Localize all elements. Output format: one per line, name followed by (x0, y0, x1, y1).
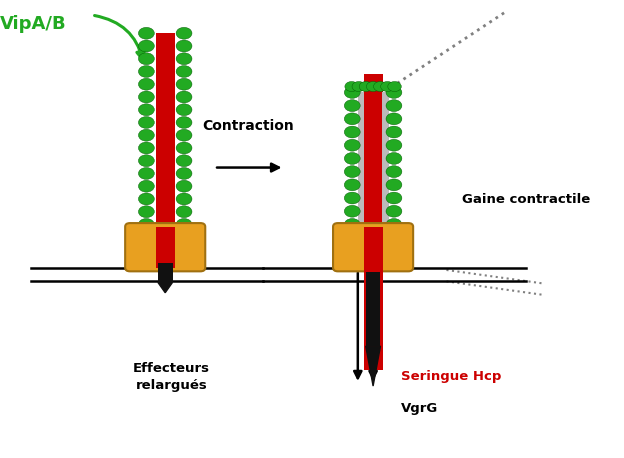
Circle shape (345, 82, 358, 92)
Circle shape (176, 142, 192, 154)
Text: Seringue Hcp: Seringue Hcp (401, 371, 501, 383)
Circle shape (176, 104, 192, 116)
Circle shape (176, 116, 192, 128)
Circle shape (139, 104, 154, 116)
Circle shape (344, 205, 360, 217)
Bar (364, 267, 383, 370)
Circle shape (386, 153, 402, 164)
Circle shape (386, 139, 402, 151)
Circle shape (344, 113, 360, 125)
Bar (158, 263, 173, 283)
Circle shape (176, 78, 192, 90)
Text: Effecteurs
relargués: Effecteurs relargués (133, 362, 210, 392)
FancyBboxPatch shape (125, 223, 205, 271)
Circle shape (176, 180, 192, 192)
FancyBboxPatch shape (333, 223, 413, 271)
Circle shape (176, 155, 192, 167)
Circle shape (139, 78, 154, 90)
Polygon shape (158, 283, 173, 293)
Bar (366, 272, 381, 346)
Circle shape (344, 218, 360, 230)
Circle shape (344, 166, 360, 178)
Circle shape (381, 82, 394, 92)
Circle shape (386, 218, 402, 230)
Circle shape (386, 126, 402, 138)
Circle shape (352, 82, 366, 92)
Circle shape (344, 192, 360, 204)
Circle shape (139, 206, 154, 218)
Text: Contraction: Contraction (202, 120, 294, 133)
Circle shape (359, 82, 373, 92)
Circle shape (139, 53, 154, 65)
Circle shape (344, 179, 360, 191)
Circle shape (176, 65, 192, 77)
Bar (364, 227, 383, 267)
Bar (156, 33, 175, 224)
Circle shape (344, 126, 360, 138)
Circle shape (386, 100, 402, 112)
Circle shape (139, 91, 154, 103)
Bar (364, 74, 383, 267)
Circle shape (344, 100, 360, 112)
Circle shape (139, 116, 154, 128)
Bar (382, 93, 389, 224)
Circle shape (139, 27, 154, 39)
Circle shape (386, 87, 402, 98)
Bar (364, 74, 383, 93)
Circle shape (176, 193, 192, 205)
Text: Gaine contractile: Gaine contractile (462, 193, 590, 206)
Circle shape (176, 53, 192, 65)
Circle shape (139, 168, 154, 180)
Circle shape (139, 40, 154, 52)
Circle shape (176, 91, 192, 103)
Bar (156, 227, 175, 267)
Circle shape (139, 218, 154, 230)
Circle shape (139, 155, 154, 167)
Circle shape (139, 129, 154, 141)
Circle shape (366, 82, 380, 92)
Circle shape (386, 192, 402, 204)
Circle shape (139, 65, 154, 77)
Circle shape (176, 206, 192, 218)
Circle shape (374, 82, 387, 92)
Text: VgrG: VgrG (401, 402, 438, 415)
Bar (358, 93, 364, 224)
Circle shape (139, 142, 154, 154)
Circle shape (176, 27, 192, 39)
Circle shape (386, 113, 402, 125)
Circle shape (386, 205, 402, 217)
Circle shape (386, 166, 402, 178)
Circle shape (139, 180, 154, 192)
Circle shape (344, 87, 360, 98)
Circle shape (344, 139, 360, 151)
Circle shape (386, 179, 402, 191)
Circle shape (176, 129, 192, 141)
Circle shape (139, 193, 154, 205)
Circle shape (344, 153, 360, 164)
Polygon shape (366, 346, 381, 386)
Circle shape (176, 218, 192, 230)
Circle shape (388, 82, 401, 92)
Circle shape (176, 40, 192, 52)
Circle shape (176, 168, 192, 180)
Text: VipA/B: VipA/B (0, 15, 67, 33)
